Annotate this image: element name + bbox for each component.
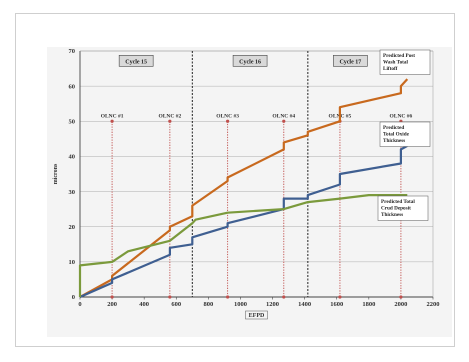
y-tick-label-20: 20: [69, 224, 76, 231]
x-tick-label-2200: 2200: [427, 301, 440, 308]
outage-top-marker-3: [226, 119, 230, 123]
x-tick-label-800: 800: [203, 301, 213, 308]
x-axis-label-box: [245, 310, 268, 320]
x-tick-label-1200: 1200: [266, 301, 279, 308]
outage-top-marker-4: [282, 119, 286, 123]
x-axis-label: EFPD: [249, 313, 265, 319]
outage-bottom-marker-5: [338, 295, 342, 299]
y-axis-label: microns: [53, 163, 59, 184]
y-tick-label-60: 60: [69, 83, 76, 90]
outage-label-1: OLNC #1: [101, 113, 124, 119]
cycle-label-3: Cycle 17: [339, 59, 361, 65]
outage-bottom-marker-6: [399, 295, 403, 299]
annotation-box-2: [379, 121, 431, 147]
y-tick-label-10: 10: [69, 259, 76, 266]
outage-label-3: OLNC #3: [216, 113, 239, 119]
outage-bottom-marker-4: [282, 295, 286, 299]
outage-bottom-marker-1: [110, 295, 114, 299]
annotation-text-2-1: Predicted: [383, 125, 404, 131]
series-line-3: [78, 194, 408, 297]
cycle-box-2: [232, 54, 268, 67]
annotation-text-1-2: Wash Total: [383, 60, 408, 66]
x-tick-label-0: 0: [78, 301, 81, 308]
x-tick-label-200: 200: [107, 301, 117, 308]
annotation-text-1-3: Liftoff: [383, 66, 398, 72]
annotation-text-3-3: Thickness: [381, 212, 403, 218]
y-tick-label-40: 40: [69, 154, 76, 161]
outage-bottom-marker-2: [168, 295, 172, 299]
annotation-text-3-2: Crud Deposit: [381, 206, 411, 212]
x-tick-label-1800: 1800: [362, 301, 375, 308]
plot-background: [47, 47, 452, 337]
annotation-text-1-1: Predicted Post: [383, 53, 415, 59]
annotation-text-2-2: Total Oxide: [383, 132, 410, 138]
y-tick-label-30: 30: [69, 189, 76, 196]
cycle-label-2: Cycle 16: [239, 59, 261, 65]
series-line-1: [79, 78, 409, 298]
oxide-crud-chart: 0 10 20 30 40 50 60 70 0 200 400 600 800 1000 1200 1400…: [53, 48, 440, 320]
annotation-box-1: [379, 49, 431, 75]
cycle-label-1: Cycle 15: [125, 59, 147, 65]
x-tick-label-600: 600: [171, 301, 181, 308]
annotation-text-2-3: Thickness: [383, 138, 405, 144]
outage-bottom-marker-3: [226, 295, 230, 299]
annotation-box-3: [377, 195, 429, 221]
series-line-2: [79, 144, 408, 299]
x-tick-label-1000: 1000: [234, 301, 247, 308]
outage-top-marker-2: [168, 119, 172, 123]
y-tick-label-50: 50: [69, 118, 76, 125]
outage-label-4: OLNC #4: [272, 113, 295, 119]
cycle-box-3: [333, 54, 368, 67]
x-tick-label-1600: 1600: [330, 301, 343, 308]
x-tick-label-400: 400: [139, 301, 149, 308]
x-tick-label-1400: 1400: [298, 301, 311, 308]
cycle-box-1: [118, 54, 154, 67]
y-tick-label-0: 0: [72, 294, 75, 301]
annotation-text-3-1: Predicted Total: [381, 199, 415, 205]
outage-label-6: OLNC #6: [390, 113, 413, 119]
y-tick-label-70: 70: [69, 48, 76, 55]
outage-top-marker-1: [110, 119, 114, 123]
chart-frame: 0 10 20 30 40 50 60 70 0 200 400 600 800 1000 1200 1400…: [15, 13, 455, 347]
x-tick-label-2000: 2000: [394, 301, 407, 308]
outage-label-2: OLNC #2: [158, 113, 181, 119]
